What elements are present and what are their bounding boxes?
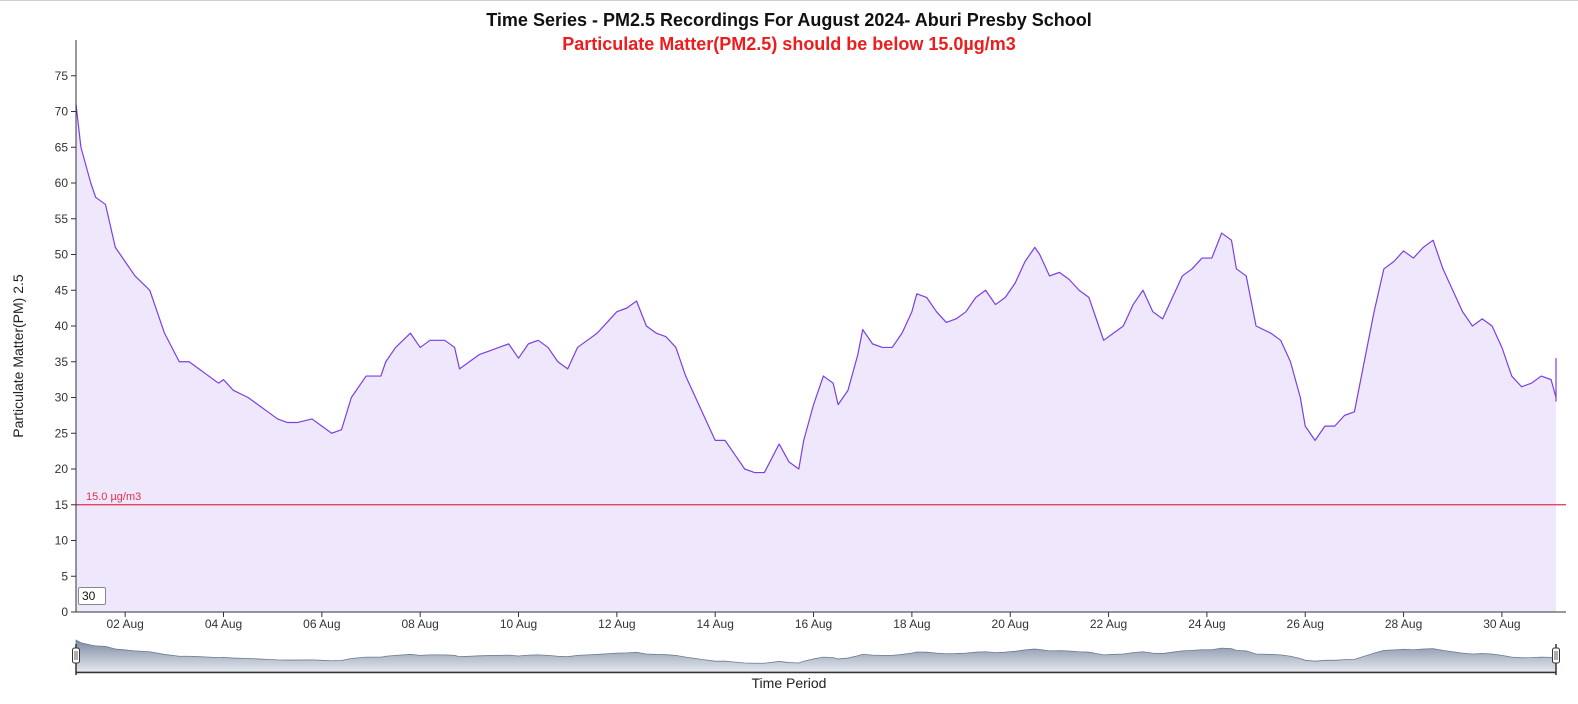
x-tick-label: 28 Aug bbox=[1385, 617, 1422, 631]
brush-navigator[interactable] bbox=[72, 639, 1560, 675]
y-tick-label: 0 bbox=[61, 605, 68, 619]
series-line bbox=[75, 104, 1557, 474]
x-tick-label: 08 Aug bbox=[401, 617, 438, 631]
x-tick-label: 20 Aug bbox=[992, 617, 1029, 631]
y-tick-label: 70 bbox=[55, 105, 69, 119]
brush-left-handle[interactable] bbox=[72, 647, 80, 664]
x-tick-label: 02 Aug bbox=[106, 617, 143, 631]
x-tick-label: 04 Aug bbox=[205, 617, 242, 631]
y-tick-label: 50 bbox=[55, 248, 69, 262]
chart-title: Time Series - PM2.5 Recordings For Augus… bbox=[486, 10, 1092, 30]
y-tick-label: 75 bbox=[55, 69, 69, 83]
threshold-label: 15.0 µg/m3 bbox=[86, 491, 141, 503]
x-tick-label: 18 Aug bbox=[893, 617, 930, 631]
x-tick-label: 16 Aug bbox=[795, 617, 832, 631]
y-tick-label: 25 bbox=[55, 426, 69, 440]
y-tick-label: 15 bbox=[55, 498, 69, 512]
x-tick-label: 22 Aug bbox=[1090, 617, 1127, 631]
x-tick-label: 10 Aug bbox=[500, 617, 537, 631]
x-tick-label: 06 Aug bbox=[303, 617, 340, 631]
y-tick-label: 60 bbox=[55, 176, 69, 190]
y-tick-label: 10 bbox=[55, 534, 69, 548]
y-tick-label: 55 bbox=[55, 212, 69, 226]
x-tick-label: 30 Aug bbox=[1483, 617, 1520, 631]
axes: 0 5 10 15 20 25 30 35 40 45 50 55 60 65 70 75 02 Aug 04 A… bbox=[55, 40, 1566, 631]
y-tick-label: 65 bbox=[55, 140, 69, 154]
x-tick-label: 14 Aug bbox=[697, 617, 734, 631]
x-tick-label: 24 Aug bbox=[1188, 617, 1225, 631]
brush-area bbox=[75, 639, 1557, 673]
y-tick-label: 30 bbox=[55, 391, 69, 405]
handle-grip[interactable] bbox=[72, 647, 80, 664]
top-border bbox=[0, 0, 1578, 1]
y-tick-label: 45 bbox=[55, 283, 69, 297]
x-tick-label: 12 Aug bbox=[598, 617, 635, 631]
plot-area: 15.0 µg/m3 bbox=[75, 104, 1566, 612]
brush-right-handle[interactable] bbox=[1552, 647, 1560, 664]
y-tick-label: 35 bbox=[55, 355, 69, 369]
y-tick-label: 40 bbox=[55, 319, 69, 333]
x-tick-label: 26 Aug bbox=[1287, 617, 1324, 631]
series-area bbox=[76, 104, 1556, 612]
moving-average-input[interactable] bbox=[78, 587, 106, 605]
handle-grip[interactable] bbox=[1552, 647, 1560, 664]
y-tick-label: 20 bbox=[55, 462, 69, 476]
y-tick-label: 5 bbox=[61, 569, 68, 583]
chart-subtitle: Particulate Matter(PM2.5) should be belo… bbox=[562, 34, 1016, 54]
x-axis-label: Time Period bbox=[751, 675, 827, 691]
